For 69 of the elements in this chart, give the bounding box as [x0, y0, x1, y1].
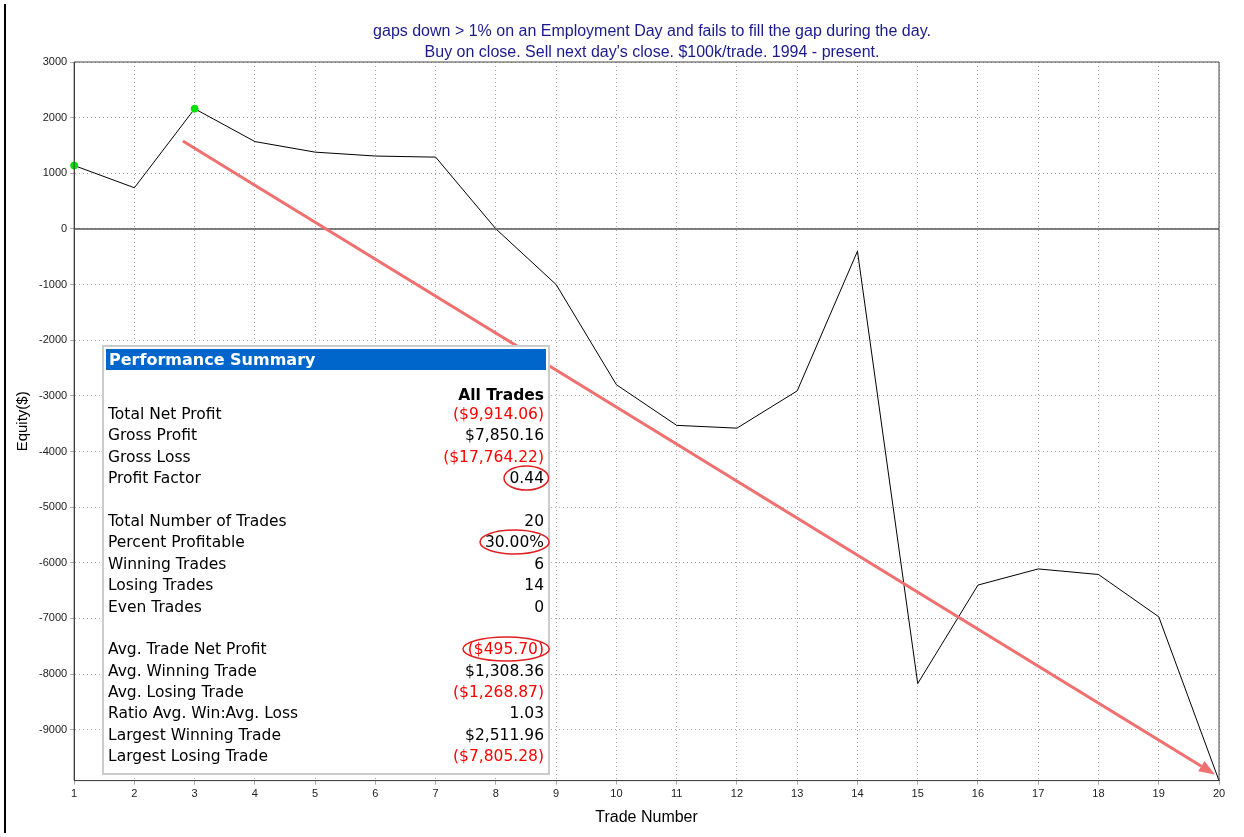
y-tick-label: -6000	[38, 555, 68, 568]
text: ($9,914.06)	[453, 405, 544, 423]
category-label: Total Number of Trades	[108, 510, 287, 532]
category-label: Total Net Profit	[108, 404, 222, 425]
category-label: Ratio Avg. Win:Avg. Loss	[108, 703, 299, 725]
text: $1,308.36	[465, 661, 544, 680]
x-tick-label: 8	[492, 787, 499, 800]
text: 30.00%	[484, 533, 544, 552]
x-tick-label: 15	[911, 787, 924, 800]
x-tick-label: 16	[971, 787, 985, 800]
text: 20	[524, 511, 544, 530]
text: ($17,764.22)	[443, 447, 544, 466]
text: All Trades	[457, 385, 545, 404]
x-tick-label: 4	[251, 787, 258, 800]
text: 0.44	[509, 469, 544, 488]
x-tick-label: 2	[131, 787, 138, 800]
category-label: Gross Profit	[108, 425, 198, 447]
text: 0	[534, 597, 544, 616]
x-tick-label: 7	[432, 787, 439, 800]
x-tick-label: 19	[1152, 787, 1165, 800]
text: 1.03	[509, 704, 544, 723]
chart-title: gaps down > 1% on an Employment Day and fails to fill the gap during the day.	[372, 21, 932, 41]
x-tick-label: 17	[1032, 787, 1045, 800]
x-tick-label: 20	[1212, 787, 1226, 800]
text: 6	[534, 554, 544, 573]
category-label: Winning Trades	[108, 553, 227, 575]
y-tick-label: -8000	[38, 667, 68, 680]
y-tick-label: -4000	[38, 444, 68, 457]
y-tick-label: 3000	[42, 55, 68, 68]
x-tick-label: 14	[851, 787, 864, 800]
x-tick-label: 13	[791, 787, 804, 800]
text: Performance Summary	[106, 349, 546, 370]
category-label: Even Trades	[108, 596, 202, 618]
text: ($7,805.28)	[453, 747, 544, 766]
text: ($1,268.87)	[453, 683, 544, 702]
y-tick-label: -9000	[38, 722, 68, 735]
category-label: Avg. Losing Trade	[108, 682, 244, 704]
category-label: Avg. Winning Trade	[108, 660, 257, 682]
text: $7,850.16	[465, 426, 544, 445]
x-tick-label: 18	[1092, 787, 1105, 800]
x-tick-label: 3	[191, 787, 198, 800]
category-label: Largest Losing Trade	[108, 746, 268, 768]
y-axis-title: Equity($)	[13, 391, 31, 452]
category-label: Largest Winning Trade	[108, 724, 281, 746]
y-tick-label: -5000	[38, 500, 68, 513]
y-tick-label: -2000	[38, 333, 68, 346]
text: $2,511.96	[465, 725, 544, 744]
category-label: Losing Trades	[108, 575, 214, 597]
y-tick-label: -1000	[38, 277, 68, 290]
x-tick-label: 1	[71, 787, 78, 800]
x-tick-label: 5	[312, 787, 319, 800]
category-label: Gross Loss	[108, 446, 191, 468]
y-tick-label: -3000	[38, 388, 68, 401]
text: ($495.70)	[467, 640, 544, 659]
x-axis-title: Trade Number	[595, 807, 699, 825]
x-tick-label: 10	[610, 787, 623, 800]
category-label: Profit Factor	[108, 468, 201, 490]
y-tick-label: 1000	[42, 166, 68, 179]
y-tick-label: -7000	[38, 611, 68, 624]
x-tick-label: 12	[730, 787, 744, 800]
category-label: Percent Profitable	[108, 532, 245, 554]
text: 14	[524, 576, 544, 595]
x-tick-label: 9	[553, 787, 560, 800]
x-tick-label: 11	[670, 787, 683, 800]
category-label: Avg. Trade Net Profit	[108, 639, 267, 661]
y-tick-label: 0	[61, 221, 68, 234]
x-tick-label: 6	[372, 787, 379, 800]
y-tick-label: 2000	[42, 110, 68, 123]
chart-subtitle: Buy on close. Sell next day's close. $100k/trade. 1994 - present.	[423, 42, 881, 62]
